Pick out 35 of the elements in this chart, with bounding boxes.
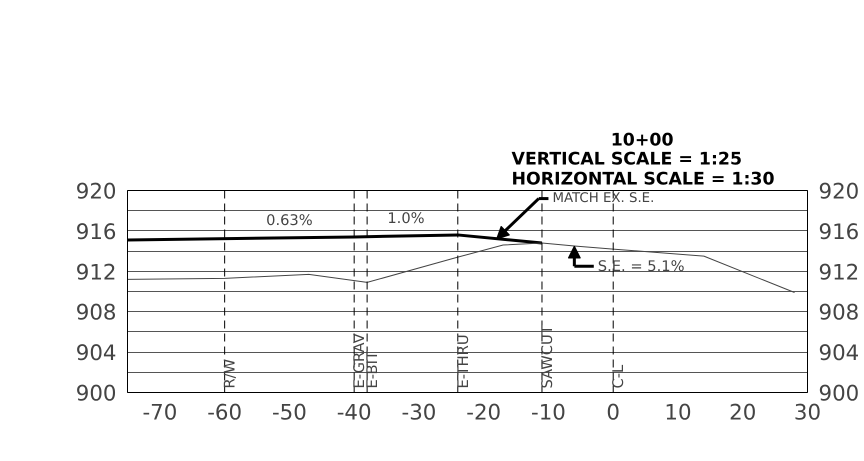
ref-line-label: E-BIT — [364, 351, 382, 388]
ref-line-label: E-THRU — [454, 334, 472, 388]
y-tick-label: 912 — [76, 260, 117, 286]
y2-tick-label: 900 — [818, 382, 860, 406]
y-tick-label: 900 — [76, 382, 117, 406]
x-tick-label: -70 — [142, 400, 178, 426]
ref-line-label: C-L — [610, 364, 628, 388]
ref-line-label: R/W — [222, 358, 239, 388]
x-tick-label: 30 — [794, 400, 822, 426]
annotation: 0.63% — [266, 212, 313, 229]
y2-tick-label: 916 — [818, 220, 860, 245]
chart-title: 10+00 — [610, 130, 674, 150]
y-tick-label: 904 — [76, 341, 117, 366]
x-tick-label: -30 — [402, 400, 436, 426]
y2-tick-label: 904 — [818, 341, 860, 366]
annotation: 1.0% — [387, 210, 425, 227]
annotation: MATCH EX. S.E. — [552, 191, 654, 206]
x-tick-label: 10 — [664, 400, 692, 426]
x-tick-label: -10 — [531, 400, 566, 426]
x-tick-label: -50 — [272, 400, 307, 426]
y-tick-label: 920 — [76, 180, 117, 204]
line-series — [128, 242, 796, 294]
x-tick-label: 20 — [729, 400, 756, 426]
y2-tick-label: 920 — [818, 180, 860, 204]
y2-tick-label: 912 — [818, 260, 860, 286]
x-tick-label: -60 — [207, 400, 242, 426]
y2-tick-label: 908 — [818, 300, 860, 326]
y-tick-label: 916 — [76, 220, 117, 245]
x-tick-label: -20 — [466, 400, 502, 426]
chart-subtitle: VERTICAL SCALE = 1:25 HORIZONTAL SCALE = 1:30 — [512, 150, 774, 190]
x-tick-label: -40 — [336, 400, 372, 426]
y-tick-label: 908 — [76, 300, 117, 326]
x-tick-label: 0 — [606, 400, 620, 426]
ref-line-label: SAWCUT — [538, 325, 556, 388]
annotation: S.E. = 5.1% — [598, 258, 685, 275]
